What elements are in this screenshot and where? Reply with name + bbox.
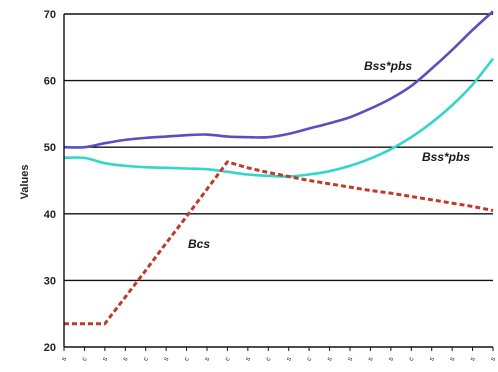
x-tick-label: s	[449, 356, 457, 363]
series-group	[63, 10, 495, 326]
x-tick-label: c	[265, 356, 273, 363]
x-tick-label: c	[183, 356, 191, 363]
x-tick-label: s	[204, 356, 212, 363]
x-tick-label: c	[306, 356, 314, 363]
series-label-cyan: Bss*pbs	[422, 150, 470, 164]
x-tick-label: c	[81, 356, 89, 363]
series-label-bcs: Bcs	[188, 237, 210, 251]
y-axis-ticks: 20 30 40 50 60 70	[44, 9, 56, 354]
x-tick-label: s	[122, 356, 130, 363]
x-tick-label: s	[367, 356, 375, 363]
x-tick-label: s	[326, 356, 334, 363]
y-tick-label: 20	[44, 342, 56, 354]
x-tick-label: s	[163, 356, 171, 363]
axes	[63, 14, 493, 348]
series-label-purple: Bss*pbs	[364, 59, 412, 73]
y-tick-label: 50	[44, 142, 56, 154]
gridlines	[64, 13, 493, 282]
x-tick-label: s	[490, 356, 498, 363]
y-tick-label: 40	[44, 209, 56, 221]
y-tick-label: 60	[44, 76, 56, 88]
x-tick-label: s	[101, 356, 109, 363]
series-line-2	[64, 160, 494, 326]
y-tick-label: 70	[44, 9, 56, 21]
x-tick-label: s	[244, 356, 252, 363]
x-tick-label: s	[387, 356, 395, 363]
x-tick-label: s	[61, 356, 69, 363]
series-line-1	[63, 57, 495, 178]
y-axis-title: Values	[19, 165, 31, 200]
x-tick-label: c	[142, 356, 150, 363]
x-tick-label: s	[347, 356, 355, 363]
x-tick-label: s	[428, 356, 436, 363]
x-tick-label: s	[285, 356, 293, 363]
x-tick-label: c	[408, 356, 416, 363]
y-tick-label: 30	[44, 275, 56, 287]
x-tick-label: c	[224, 356, 232, 363]
x-tick-label: s	[469, 356, 477, 363]
series-line-0	[63, 10, 494, 149]
